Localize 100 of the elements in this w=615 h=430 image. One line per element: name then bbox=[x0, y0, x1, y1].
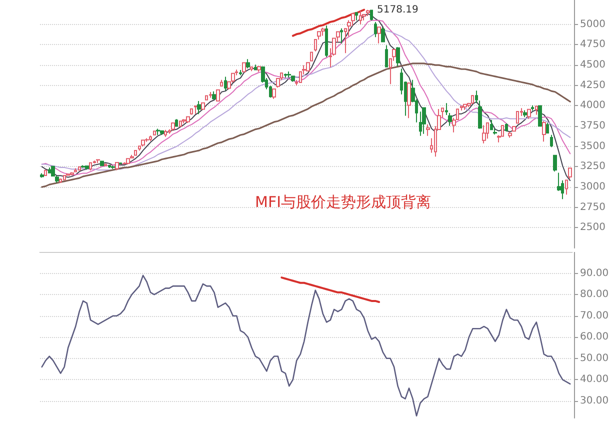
candlestick bbox=[160, 130, 164, 136]
candlestick bbox=[482, 124, 486, 144]
candlestick bbox=[385, 44, 388, 68]
candlestick bbox=[321, 27, 325, 36]
candlestick bbox=[340, 28, 343, 44]
candlestick bbox=[66, 173, 70, 176]
candlestick bbox=[359, 10, 362, 25]
candlestick bbox=[153, 130, 156, 136]
candlestick bbox=[505, 122, 508, 132]
y-tick-label: 3000 bbox=[580, 182, 606, 193]
line-series bbox=[41, 274, 571, 417]
candlestick bbox=[254, 64, 257, 70]
candlestick bbox=[550, 134, 553, 148]
candlestick bbox=[381, 26, 385, 43]
candlestick bbox=[542, 120, 546, 142]
candlestick bbox=[59, 178, 62, 184]
candlestick bbox=[366, 9, 370, 17]
candlestick bbox=[149, 135, 152, 142]
candlestick bbox=[535, 106, 538, 116]
y-tick-label: 3500 bbox=[580, 140, 606, 152]
candlestick bbox=[471, 94, 474, 104]
candlestick bbox=[224, 76, 227, 91]
candlestick bbox=[445, 102, 448, 116]
candlestick bbox=[250, 66, 253, 72]
candlestick bbox=[362, 14, 366, 21]
y-tick-label: 50.00 bbox=[580, 352, 609, 364]
candlestick bbox=[220, 79, 223, 87]
candlestick bbox=[175, 118, 178, 128]
candlestick bbox=[257, 66, 261, 72]
candlestick bbox=[374, 22, 377, 38]
y-tick-label: 4500 bbox=[580, 60, 606, 71]
candlestick bbox=[377, 26, 381, 44]
candlestick bbox=[123, 162, 126, 165]
candlestick bbox=[287, 71, 291, 78]
candlestick bbox=[310, 52, 313, 62]
candlestick bbox=[209, 92, 212, 98]
candlestick bbox=[216, 89, 220, 102]
candlestick bbox=[486, 122, 489, 140]
candlestick bbox=[44, 170, 47, 176]
candlestick bbox=[568, 168, 572, 180]
annotation: 5178.19 bbox=[377, 4, 418, 16]
candlestick bbox=[284, 73, 287, 78]
candlestick bbox=[111, 164, 115, 170]
candlestick bbox=[201, 102, 205, 110]
candlestick bbox=[115, 162, 119, 171]
candlestick bbox=[291, 75, 295, 82]
candlestick bbox=[171, 122, 175, 132]
candlestick bbox=[205, 94, 208, 100]
candlestick bbox=[553, 154, 557, 172]
y-tick-label: 3750 bbox=[580, 120, 606, 132]
y-tick-label: 80.00 bbox=[580, 289, 609, 300]
candlestick bbox=[546, 122, 549, 134]
candlestick bbox=[164, 129, 167, 138]
candlestick bbox=[422, 107, 426, 134]
line-series bbox=[292, 8, 366, 37]
y-tick-label: 60.00 bbox=[580, 332, 609, 343]
candlestick bbox=[448, 112, 452, 126]
candlestick bbox=[538, 104, 542, 128]
candlestick bbox=[325, 25, 328, 58]
candlestick bbox=[182, 118, 186, 124]
candlestick bbox=[81, 164, 85, 168]
candlestick bbox=[85, 165, 89, 170]
annotation: MFI与股价走势形成顶背离 bbox=[255, 193, 431, 211]
candlestick bbox=[126, 158, 130, 165]
candlestick bbox=[370, 10, 373, 21]
candlestick bbox=[426, 124, 430, 136]
candlestick bbox=[100, 160, 104, 166]
candlestick bbox=[78, 166, 81, 171]
candlestick bbox=[89, 162, 92, 171]
candlestick bbox=[70, 172, 74, 176]
candlestick bbox=[63, 174, 66, 181]
candlestick bbox=[478, 100, 482, 130]
candlestick bbox=[141, 140, 145, 147]
candlestick bbox=[186, 116, 190, 124]
candlestick bbox=[475, 90, 478, 104]
candlestick bbox=[246, 58, 250, 69]
candlestick bbox=[48, 167, 51, 174]
candlestick bbox=[242, 62, 246, 73]
y-tick-label: 2500 bbox=[580, 222, 606, 234]
candlestick bbox=[407, 82, 411, 119]
candlestick bbox=[156, 128, 160, 136]
candlestick bbox=[212, 90, 216, 100]
candlestick bbox=[508, 131, 512, 138]
candlestick bbox=[145, 138, 149, 142]
y-tick-label: 5000 bbox=[580, 18, 606, 30]
y-tick-label: 3250 bbox=[580, 161, 606, 172]
candlestick bbox=[239, 70, 242, 76]
candlestick bbox=[306, 62, 310, 72]
candlestick bbox=[74, 168, 77, 173]
y-tick-label: 40.00 bbox=[580, 374, 609, 386]
line-series bbox=[280, 276, 380, 304]
candlestick bbox=[108, 164, 111, 168]
y-tick-label: 30.00 bbox=[580, 395, 609, 406]
candlestick bbox=[460, 105, 463, 111]
candlestick bbox=[463, 103, 467, 110]
y-tick-label: 4000 bbox=[580, 100, 606, 112]
candlestick bbox=[565, 180, 568, 196]
candlestick bbox=[523, 110, 527, 118]
y-tick-label: 2750 bbox=[580, 202, 606, 213]
candlestick bbox=[527, 108, 531, 120]
